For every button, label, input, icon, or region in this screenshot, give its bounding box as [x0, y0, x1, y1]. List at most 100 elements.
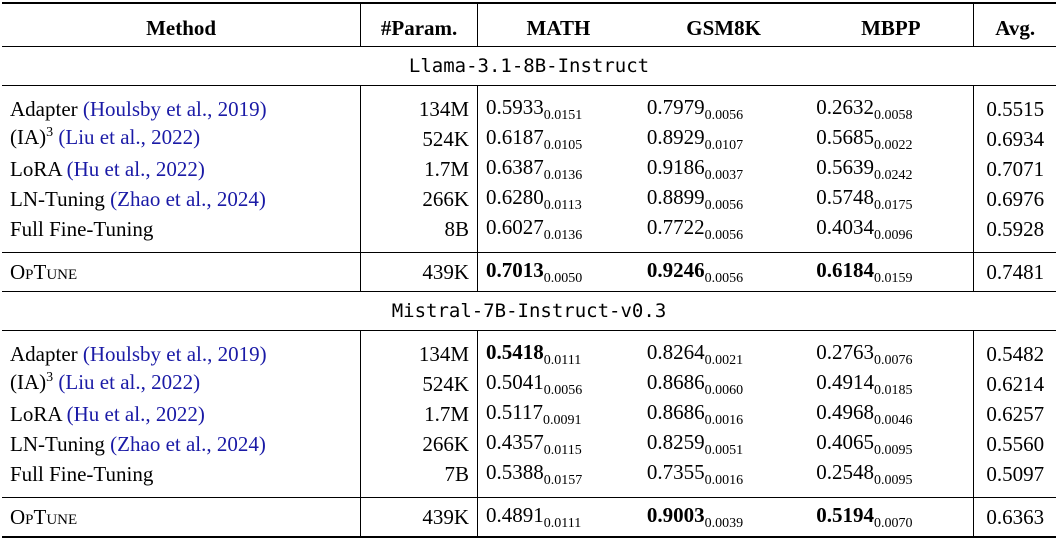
- header-param: #Param.: [360, 2, 478, 47]
- table-row-ours: OpTune 439K 0.70130.0050 0.92460.0056 0.…: [2, 252, 1056, 292]
- method-cell: LN-Tuning (Zhao et al., 2024): [10, 432, 266, 456]
- table-row: Full Fine-Tuning 7B 0.53880.0157 0.73550…: [2, 459, 1056, 498]
- table-row: Adapter (Houlsby et al., 2019) 134M 0.59…: [2, 85, 1056, 124]
- table-row: (IA)3 (Liu et al., 2022) 524K 0.50410.00…: [2, 369, 1056, 399]
- mbpp-cell: 0.51940.0070: [808, 497, 974, 538]
- param-cell: 1.7M: [360, 154, 478, 184]
- avg-cell: 0.5097: [973, 459, 1056, 498]
- math-cell: 0.60270.0136: [477, 214, 639, 253]
- param-cell: 134M: [360, 85, 478, 124]
- param-cell: 439K: [360, 497, 478, 538]
- math-cell: 0.53880.0157: [477, 459, 639, 498]
- mbpp-cell: 0.40650.0095: [816, 430, 913, 458]
- mbpp-cell: 0.40340.0096: [816, 215, 913, 243]
- gsm8k-cell: 0.79790.0056: [646, 95, 744, 123]
- method-cell: OpTune: [2, 497, 361, 538]
- method-cell: LoRA (Hu et al., 2022): [10, 402, 205, 426]
- mbpp-cell: 0.25480.0095: [816, 460, 913, 488]
- param-cell: 8B: [360, 214, 478, 253]
- avg-cell: 0.6976: [973, 184, 1056, 214]
- mbpp-cell: 0.49680.0046: [816, 400, 913, 428]
- header-gsm8k: GSM8K: [638, 2, 809, 47]
- math-cell: 0.54180.0111: [477, 330, 639, 369]
- table-row: LN-Tuning (Zhao et al., 2024) 266K 0.435…: [2, 429, 1056, 459]
- header-math: MATH: [477, 2, 639, 47]
- math-cell: 0.61870.0105: [477, 124, 639, 154]
- group-title: Llama-3.1-8B-Instruct: [2, 46, 1056, 86]
- mbpp-cell: 0.26320.0058: [816, 95, 913, 123]
- mbpp-cell: 0.56390.0242: [816, 155, 913, 183]
- math-cell: 0.70130.0050: [477, 252, 639, 292]
- math-cell: 0.43570.0115: [477, 429, 639, 459]
- param-cell: 266K: [360, 429, 478, 459]
- table-row: (IA)3 (Liu et al., 2022) 524K 0.61870.01…: [2, 124, 1056, 154]
- method-cell: Adapter (Houlsby et al., 2019): [10, 97, 267, 121]
- method-cell: LN-Tuning (Zhao et al., 2024): [10, 187, 266, 211]
- math-cell: 0.51170.0091: [477, 399, 639, 429]
- param-cell: 524K: [360, 124, 478, 154]
- param-cell: 1.7M: [360, 399, 478, 429]
- citation-link[interactable]: (Hu et al., 2022): [66, 402, 205, 426]
- avg-cell: 0.5515: [973, 85, 1056, 124]
- mbpp-cell: 0.57480.0175: [816, 185, 913, 213]
- method-cell: LoRA (Hu et al., 2022): [10, 157, 205, 181]
- avg-cell: 0.7481: [973, 252, 1056, 292]
- citation-link[interactable]: (Liu et al., 2022): [58, 125, 201, 149]
- avg-cell: 0.6257: [973, 399, 1056, 429]
- group-llama: Llama-3.1-8B-Instruct Adapter (Houlsby e…: [2, 46, 1056, 292]
- header-method: Method: [2, 2, 361, 47]
- avg-cell: 0.5482: [973, 330, 1056, 369]
- table-row: Full Fine-Tuning 8B 0.60270.0136 0.77220…: [2, 214, 1056, 253]
- table-row: LN-Tuning (Zhao et al., 2024) 266K 0.628…: [2, 184, 1056, 214]
- mbpp-cell: 0.49140.0185: [816, 370, 913, 398]
- math-cell: 0.63870.0136: [477, 154, 639, 184]
- gsm8k-cell: 0.73550.0016: [646, 460, 744, 488]
- table-row: Adapter (Houlsby et al., 2019) 134M 0.54…: [2, 330, 1056, 369]
- gsm8k-cell: 0.86860.0060: [646, 370, 744, 398]
- header-row: Method #Param. MATH GSM8K MBPP Avg.: [2, 2, 1056, 47]
- table-row: LoRA (Hu et al., 2022) 1.7M 0.51170.0091…: [2, 399, 1056, 429]
- citation-link[interactable]: (Houlsby et al., 2019): [82, 342, 267, 366]
- param-cell: 7B: [360, 459, 478, 498]
- method-cell: (IA)3 (Liu et al., 2022): [10, 370, 201, 394]
- citation-link[interactable]: (Houlsby et al., 2019): [82, 97, 267, 121]
- math-cell: 0.62800.0113: [477, 184, 639, 214]
- header-avg: Avg.: [973, 2, 1056, 47]
- param-cell: 524K: [360, 369, 478, 399]
- citation-link[interactable]: (Zhao et al., 2024): [110, 432, 266, 456]
- gsm8k-cell: 0.92460.0056: [638, 252, 809, 292]
- group-mistral: Mistral-7B-Instruct-v0.3 Adapter (Houlsb…: [2, 291, 1056, 538]
- table-row-ours: OpTune 439K 0.48910.0111 0.90030.0039 0.…: [2, 497, 1056, 538]
- citation-link[interactable]: (Zhao et al., 2024): [110, 187, 266, 211]
- math-cell: 0.48910.0111: [477, 497, 639, 538]
- gsm8k-cell: 0.90030.0039: [638, 497, 809, 538]
- method-cell: Full Fine-Tuning: [10, 217, 154, 241]
- avg-cell: 0.5928: [973, 214, 1056, 253]
- header-mbpp: MBPP: [808, 2, 974, 47]
- mbpp-cell: 0.61840.0159: [808, 252, 974, 292]
- param-cell: 134M: [360, 330, 478, 369]
- param-cell: 266K: [360, 184, 478, 214]
- gsm8k-cell: 0.88990.0056: [646, 185, 744, 213]
- method-cell: (IA)3 (Liu et al., 2022): [10, 125, 201, 149]
- group-title: Mistral-7B-Instruct-v0.3: [2, 291, 1056, 331]
- avg-cell: 0.6363: [973, 497, 1056, 538]
- method-cell: Full Fine-Tuning: [10, 462, 154, 486]
- avg-cell: 0.6934: [973, 124, 1056, 154]
- mbpp-cell: 0.27630.0076: [816, 340, 913, 368]
- gsm8k-cell: 0.86860.0016: [646, 400, 744, 428]
- avg-cell: 0.5560: [973, 429, 1056, 459]
- citation-link[interactable]: (Liu et al., 2022): [58, 370, 201, 394]
- gsm8k-cell: 0.82640.0021: [646, 340, 744, 368]
- method-cell: Adapter (Houlsby et al., 2019): [10, 342, 267, 366]
- mbpp-cell: 0.56850.0022: [816, 125, 913, 153]
- gsm8k-cell: 0.91860.0037: [646, 155, 744, 183]
- gsm8k-cell: 0.82590.0051: [646, 430, 744, 458]
- gsm8k-cell: 0.77220.0056: [646, 215, 744, 243]
- math-cell: 0.59330.0151: [477, 85, 639, 124]
- gsm8k-cell: 0.89290.0107: [646, 125, 744, 153]
- citation-link[interactable]: (Hu et al., 2022): [66, 157, 205, 181]
- math-cell: 0.50410.0056: [477, 369, 639, 399]
